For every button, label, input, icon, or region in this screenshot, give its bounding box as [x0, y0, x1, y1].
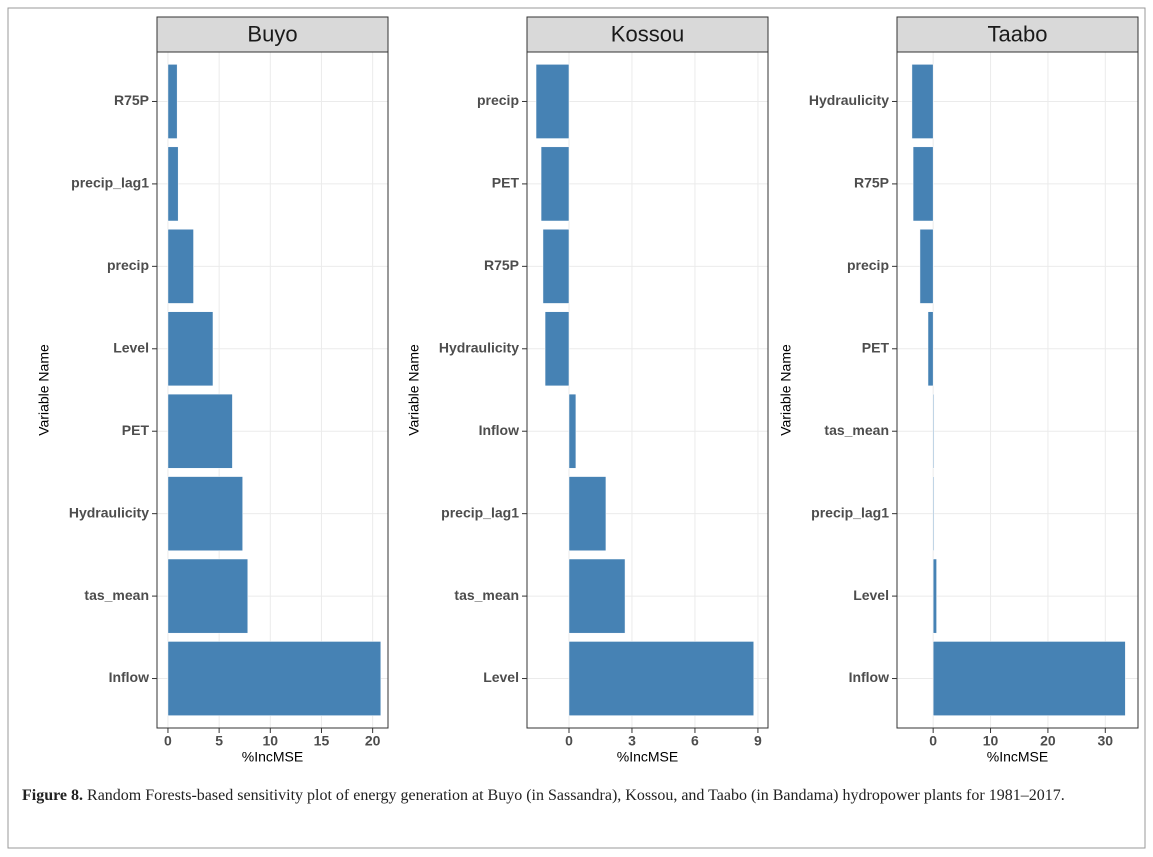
x-tick-label: 5 [215, 733, 223, 749]
x-axis-label: %IncMSE [242, 749, 303, 765]
y-axis-label: Variable Name [36, 344, 52, 436]
y-tick-label: R75P [484, 257, 519, 273]
bar [544, 311, 570, 387]
y-axis-label: Variable Name [778, 344, 794, 436]
y-tick-label: Inflow [479, 422, 520, 438]
x-tick-label: 0 [929, 733, 937, 749]
bar [568, 393, 577, 469]
bar [535, 64, 570, 139]
bar [542, 228, 570, 304]
x-tick-label: 0 [565, 733, 573, 749]
x-axis-label: %IncMSE [617, 749, 678, 765]
bar [167, 146, 179, 222]
y-tick-label: PET [122, 422, 150, 438]
x-tick-label: 15 [314, 733, 330, 749]
figure-frame [7, 7, 1146, 849]
y-tick-label: precip [477, 92, 519, 108]
bar [167, 393, 233, 469]
y-tick-label: tas_mean [454, 587, 519, 603]
y-tick-label: Level [483, 669, 519, 685]
bar [167, 64, 178, 139]
x-tick-label: 3 [628, 733, 636, 749]
y-tick-label: tas_mean [84, 587, 149, 603]
bar [167, 558, 249, 634]
bar [167, 228, 194, 304]
y-tick-label: PET [862, 339, 890, 355]
panel-background [897, 52, 1138, 728]
y-tick-label: precip_lag1 [811, 504, 889, 520]
x-tick-label: 10 [263, 733, 279, 749]
strip [896, 16, 1139, 53]
bar [167, 476, 243, 552]
bar [912, 146, 934, 222]
y-tick-label: Hydraulicity [439, 339, 519, 355]
y-tick-label: precip [847, 257, 889, 273]
y-tick-label: Hydraulicity [809, 92, 889, 108]
bar [932, 641, 1126, 716]
y-tick-label: PET [492, 175, 520, 191]
bar [919, 228, 934, 304]
x-tick-label: 10 [983, 733, 999, 749]
strip-title: Taabo [988, 21, 1048, 46]
bar [540, 146, 570, 222]
strip [156, 16, 389, 53]
y-tick-label: precip_lag1 [71, 175, 149, 191]
strip-title: Kossou [611, 21, 684, 46]
strip [526, 16, 769, 53]
strip-title: Buyo [247, 21, 297, 46]
bar [911, 64, 934, 139]
y-tick-label: tas_mean [824, 422, 889, 438]
bar [167, 311, 214, 387]
y-tick-label: precip_lag1 [441, 504, 519, 520]
caption: Figure 8. Random Forests-based sensitivi… [22, 786, 1102, 806]
x-tick-label: 30 [1098, 733, 1114, 749]
bar [568, 641, 754, 716]
bar [167, 641, 382, 716]
x-tick-label: 20 [1040, 733, 1056, 749]
x-tick-label: 20 [365, 733, 381, 749]
y-tick-label: Hydraulicity [69, 504, 149, 520]
y-tick-label: Level [853, 587, 889, 603]
y-tick-label: Inflow [849, 669, 890, 685]
x-tick-label: 0 [164, 733, 172, 749]
caption-text: Random Forests-based sensitivity plot of… [87, 787, 1065, 804]
x-tick-label: 9 [754, 733, 762, 749]
y-tick-label: precip [107, 257, 149, 273]
y-axis-label: Variable Name [406, 344, 422, 436]
x-tick-label: 6 [691, 733, 699, 749]
bar [932, 393, 935, 469]
bar [568, 476, 607, 552]
y-tick-label: R75P [114, 92, 149, 108]
bar [927, 311, 934, 387]
bar [932, 476, 935, 552]
caption-label: Figure 8. [22, 787, 84, 804]
y-tick-label: R75P [854, 175, 889, 191]
y-tick-label: Level [113, 339, 149, 355]
x-axis-label: %IncMSE [987, 749, 1048, 765]
bar [932, 558, 937, 634]
bar [568, 558, 626, 634]
y-tick-label: Inflow [109, 669, 150, 685]
